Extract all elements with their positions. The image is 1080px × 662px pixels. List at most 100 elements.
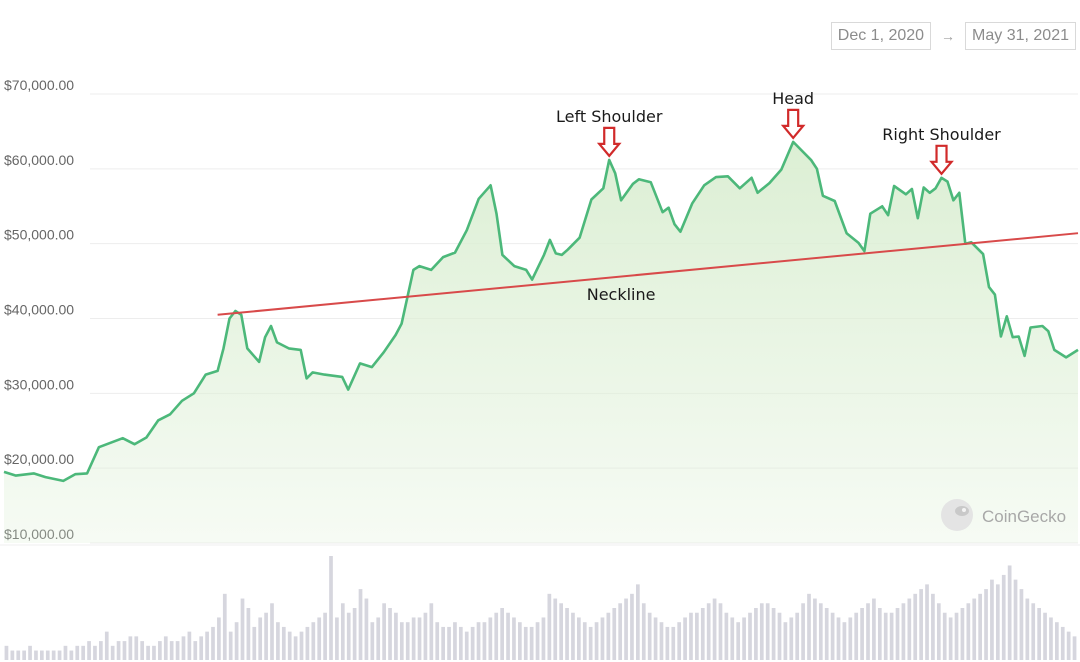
volume-bar: [1037, 608, 1041, 660]
volume-bar: [972, 598, 977, 660]
volume-bar: [777, 612, 782, 660]
volume-bar: [28, 645, 32, 660]
volume-bar: [181, 636, 186, 660]
y-tick-label: $30,000.00: [4, 376, 74, 392]
volume-bar: [512, 617, 516, 660]
volume-bar: [671, 626, 676, 660]
volume-bar: [163, 636, 168, 660]
volume-bar: [813, 598, 817, 660]
volume-bar: [382, 603, 386, 660]
volume-bar: [913, 593, 918, 660]
price-area: [3, 140, 1079, 543]
volume-bar: [293, 636, 298, 660]
annotation-label: Right Shoulder: [882, 125, 1001, 144]
volume-bar: [128, 636, 133, 660]
volume-bar: [689, 612, 693, 660]
annotations: Left Shoulder Head Right Shoulder Neckline: [556, 89, 1001, 304]
volume-bar: [34, 650, 38, 660]
volume-bar: [405, 622, 410, 660]
volume-bar: [122, 641, 127, 660]
volume-bar: [907, 598, 912, 660]
volume-bar: [1031, 603, 1036, 660]
volume-bar: [57, 650, 62, 660]
volume-bar: [211, 626, 215, 660]
end-date-field[interactable]: May 31, 2021: [965, 22, 1076, 50]
volume-bar: [960, 608, 965, 660]
volume-bar: [990, 579, 994, 660]
volume-bar: [535, 622, 540, 660]
volume-bar: [901, 603, 906, 660]
volume-bar: [110, 645, 115, 660]
volume-bar: [730, 617, 735, 660]
volume-bar: [140, 641, 145, 660]
volume-bar: [317, 617, 322, 660]
volume-bar: [754, 608, 758, 660]
volume-bar: [270, 603, 274, 660]
volume-bar: [883, 612, 888, 660]
volume-bar: [175, 641, 180, 660]
volume-bar: [1054, 622, 1059, 660]
volume-bar: [948, 617, 953, 660]
date-range-picker: Dec 1, 2020 → May 31, 2021: [830, 22, 1076, 50]
volume-bar: [1019, 589, 1024, 660]
volume-bar: [559, 603, 564, 660]
volume-bar: [458, 626, 463, 660]
volume-bar: [482, 622, 487, 660]
down-arrow-icon: [929, 144, 954, 176]
volume-bar: [358, 589, 363, 660]
volume-bar: [4, 645, 9, 660]
volume-bar: [311, 622, 316, 660]
volume-bar: [795, 612, 800, 660]
volume-bar: [447, 626, 451, 660]
volume-bar: [494, 612, 499, 660]
volume-bar: [158, 641, 162, 660]
volume-bar: [93, 645, 97, 660]
coingecko-logo-icon: [941, 499, 973, 531]
volume-bar: [16, 650, 21, 660]
annotation-label: Neckline: [587, 285, 656, 304]
volume-bar: [152, 645, 156, 660]
volume-bar: [925, 584, 929, 660]
volume-bar: [506, 612, 510, 660]
volume-bar: [848, 617, 853, 660]
volume-bar: [653, 617, 658, 660]
volume-bar: [75, 645, 80, 660]
volume-bar: [199, 636, 204, 660]
volume-bar: [234, 622, 239, 660]
volume-bar: [287, 631, 292, 660]
volume-bar: [299, 631, 304, 660]
volume-bar: [364, 598, 369, 660]
volume-bar: [618, 603, 623, 660]
volume-bar: [582, 622, 587, 660]
volume-bar: [636, 584, 640, 660]
volume-bar: [329, 556, 333, 660]
volume-bar: [571, 612, 575, 660]
volume-bar: [104, 631, 109, 660]
volume-bar: [783, 622, 788, 660]
volume-bar: [423, 612, 428, 660]
volume-bar: [146, 645, 150, 660]
volume-bar: [789, 617, 794, 660]
volume-bar: [240, 598, 245, 660]
volume-bar: [488, 617, 493, 660]
volume-bar: [500, 608, 504, 660]
start-date-field[interactable]: Dec 1, 2020: [830, 22, 932, 50]
volume-bar: [222, 593, 227, 660]
volume-bar: [258, 617, 263, 660]
volume-bar: [718, 603, 723, 660]
volume-bar: [323, 612, 327, 660]
volume-bar: [624, 598, 628, 660]
volume-bar: [683, 617, 687, 660]
volume-bar: [470, 626, 475, 660]
price-area-fill: [4, 141, 1078, 543]
volume-bar: [305, 626, 310, 660]
volume-bar: [600, 617, 605, 660]
volume-bar: [830, 612, 835, 660]
volume-bar: [700, 608, 705, 660]
volume-bar: [352, 608, 357, 660]
volume-bar: [877, 608, 882, 660]
volume-bar: [1013, 579, 1018, 660]
volume-bar: [665, 626, 670, 660]
watermark-text: CoinGecko: [982, 507, 1066, 526]
y-tick-label: $60,000.00: [4, 152, 74, 168]
